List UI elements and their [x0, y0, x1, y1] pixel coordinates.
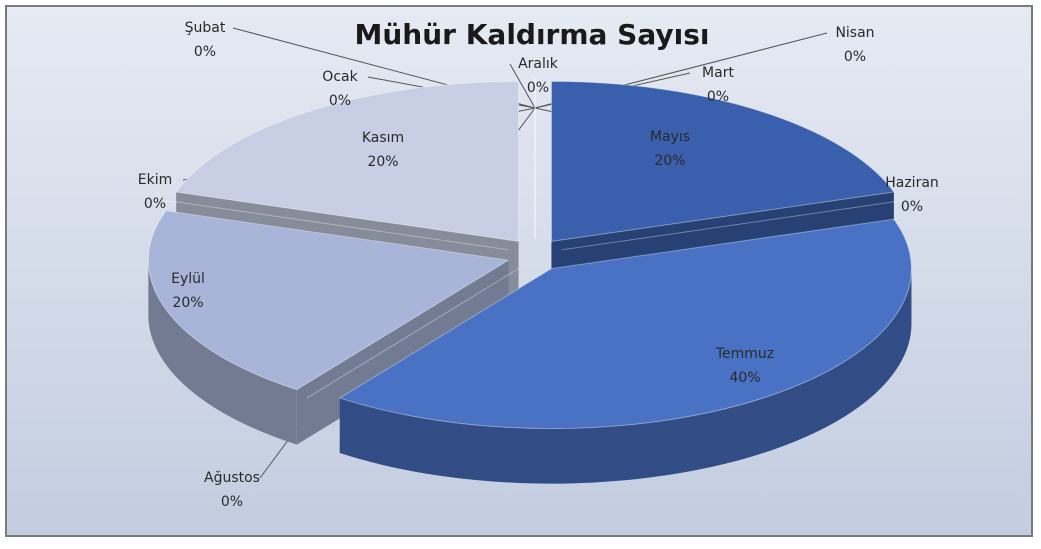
slice-label: Şubat — [185, 20, 226, 36]
slice-label: Nisan — [835, 25, 874, 41]
pie-slice — [147, 210, 510, 391]
slice-value-label: 0% — [844, 49, 866, 65]
pie-slice — [165, 199, 509, 251]
pie-slice — [175, 80, 520, 242]
slice-value-label: 0% — [221, 494, 243, 510]
slice-side-shade — [148, 260, 297, 445]
slice-label: Mart — [702, 65, 734, 81]
slice-label: Ocak — [322, 69, 358, 85]
slice-label: Ekim — [138, 172, 172, 188]
leader-line — [509, 63, 536, 109]
pie-slice — [306, 268, 519, 399]
pie-slice — [561, 199, 905, 251]
slice-label: Ağustos — [204, 470, 260, 486]
slice-value-label: 0% — [707, 89, 729, 105]
slice-side — [339, 268, 912, 484]
slice-value-label: 0% — [194, 44, 216, 60]
slice-value-label: 0% — [144, 196, 166, 212]
slice-value-label: 20% — [172, 295, 203, 311]
slice-value-label: 0% — [329, 93, 351, 109]
chart-title: Mühür Kaldırma Sayısı — [355, 18, 710, 51]
slice-label: Aralık — [518, 56, 559, 72]
slice-side — [148, 260, 297, 445]
slice-label: Kasım — [362, 130, 404, 146]
slice-label: Haziran — [885, 175, 939, 191]
slice-side-shade — [339, 268, 912, 484]
slice-value-label: 0% — [527, 80, 549, 96]
slice-value-label: 20% — [367, 154, 398, 170]
pie-slice — [550, 80, 895, 242]
slice-label: Mayıs — [650, 129, 690, 145]
slice-value-label: 20% — [654, 153, 685, 169]
pie-slice — [338, 218, 912, 430]
slice-label: Eylül — [171, 271, 205, 287]
slice-label: Temmuz — [715, 346, 774, 362]
slice-value-label: 0% — [901, 199, 923, 215]
slice-value-label: 40% — [729, 370, 760, 386]
